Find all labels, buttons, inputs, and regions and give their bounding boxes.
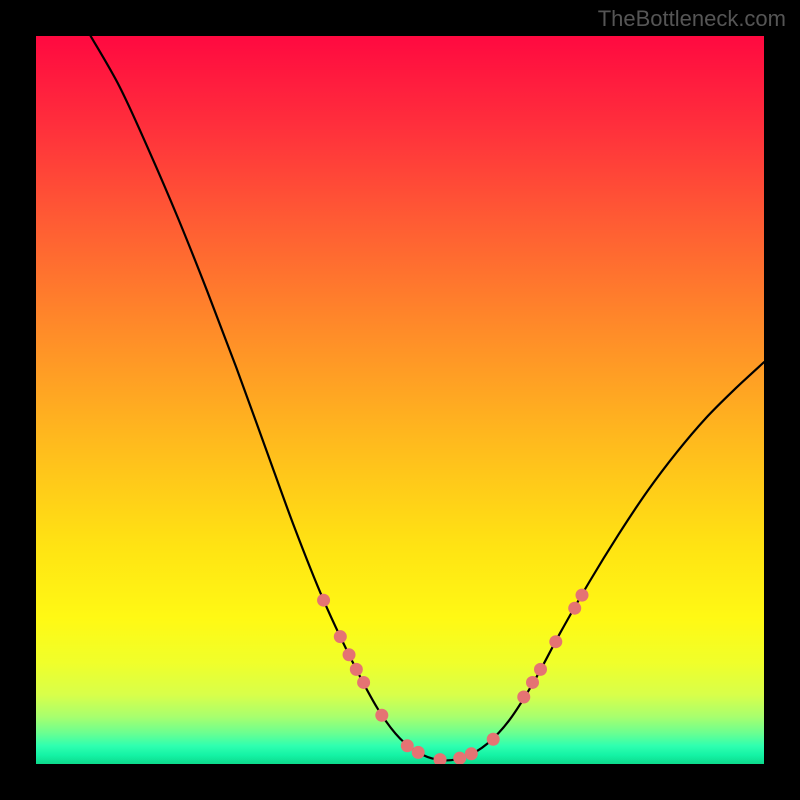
curve-marker (357, 676, 370, 689)
curve-marker (453, 752, 466, 764)
curve-marker (517, 691, 530, 704)
curve-marker (334, 630, 347, 643)
curve-marker (465, 747, 478, 760)
curve-marker (412, 746, 425, 759)
plot-svg (36, 36, 764, 764)
curve-marker (317, 594, 330, 607)
curve-marker (375, 709, 388, 722)
bottleneck-curve (91, 36, 764, 760)
curve-marker (487, 733, 500, 746)
curve-marker (549, 635, 562, 648)
chart-frame: TheBottleneck.com (0, 0, 800, 800)
curve-marker (343, 648, 356, 661)
watermark-text: TheBottleneck.com (598, 6, 786, 32)
curve-marker (526, 676, 539, 689)
curve-markers (317, 589, 588, 764)
curve-marker (568, 602, 581, 615)
curve-marker (401, 739, 414, 752)
curve-marker (576, 589, 589, 602)
curve-marker (434, 753, 447, 764)
curve-marker (534, 663, 547, 676)
curve-marker (350, 663, 363, 676)
